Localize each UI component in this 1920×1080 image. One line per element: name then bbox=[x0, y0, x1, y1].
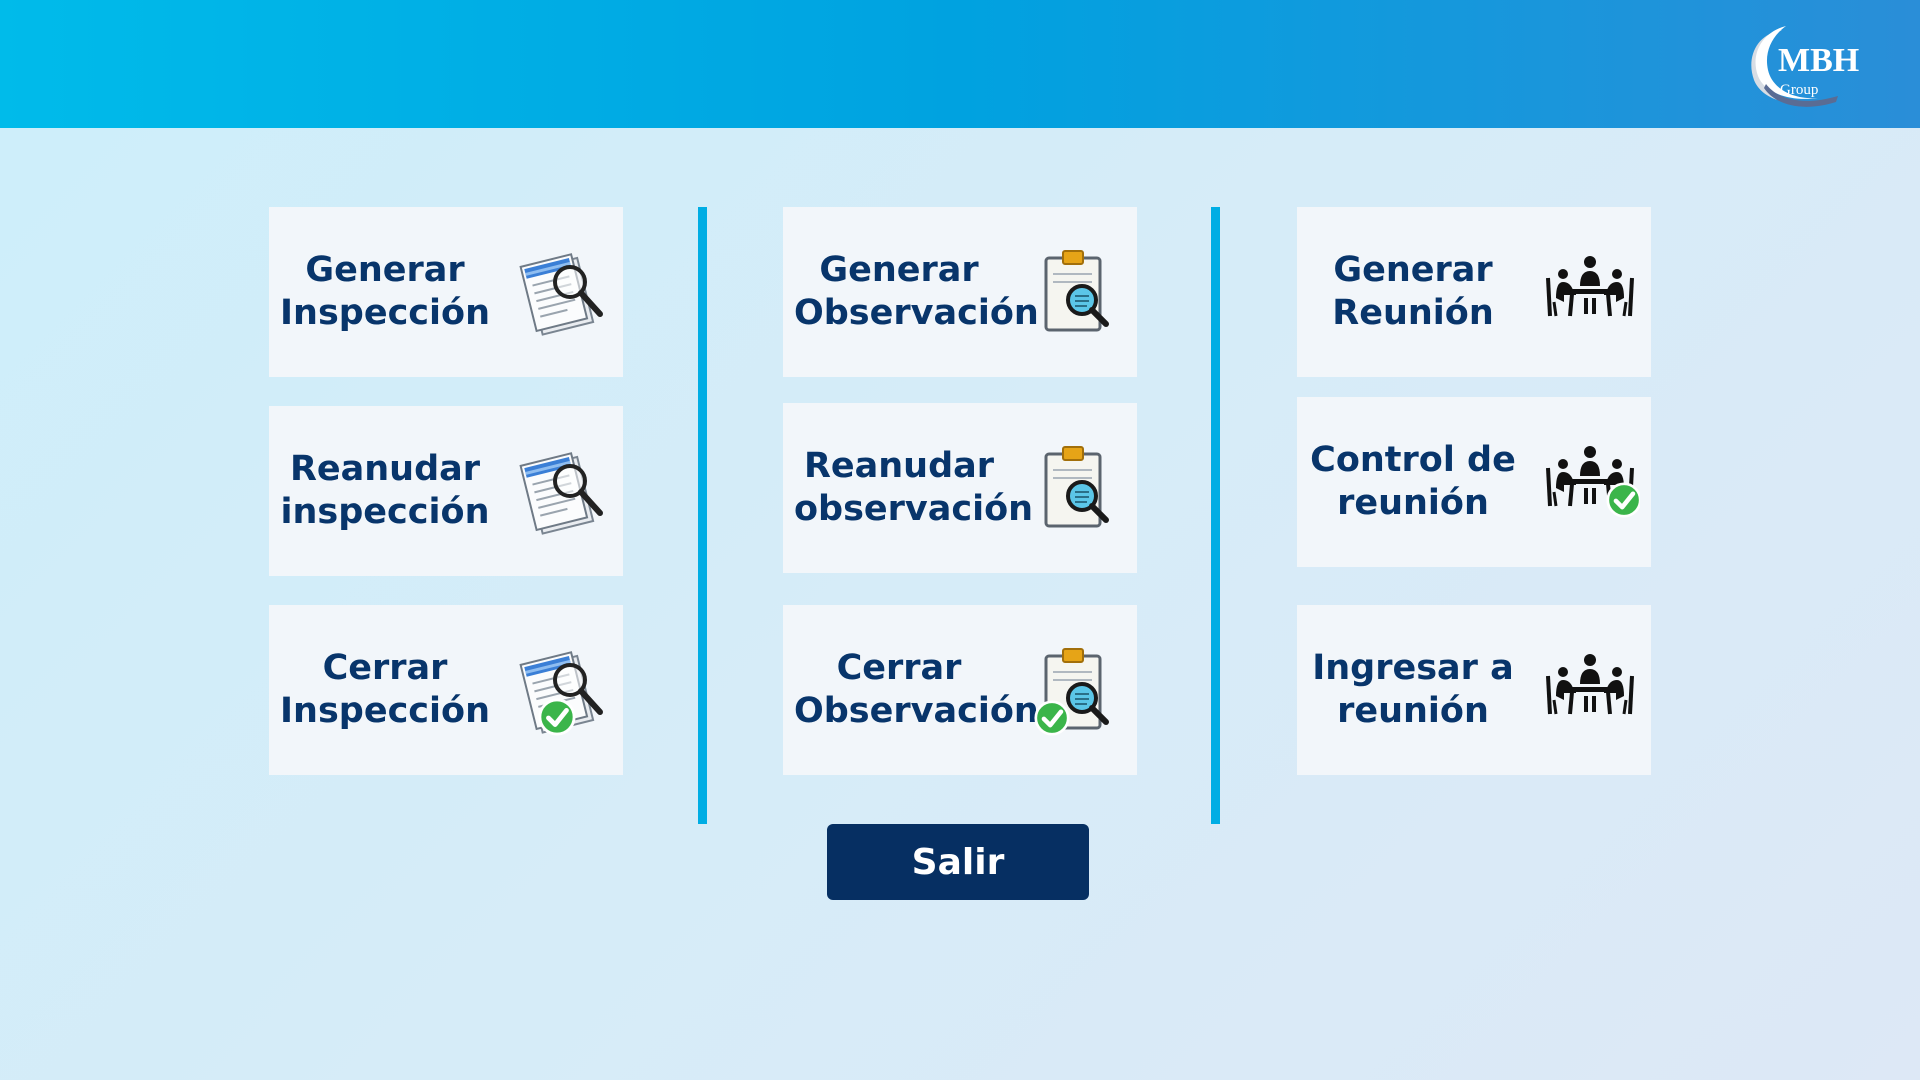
document-magnifier-icon bbox=[512, 242, 612, 342]
meeting-icon bbox=[1540, 640, 1640, 740]
header-bar: MBH Group bbox=[0, 0, 1920, 128]
control-reunion-button[interactable]: Control de reunión bbox=[1297, 397, 1651, 567]
column-divider-left bbox=[698, 207, 707, 824]
cerrar-observacion-button[interactable]: Cerrar Observación bbox=[783, 605, 1137, 775]
mbh-group-logo: MBH Group bbox=[1751, 26, 1859, 107]
control-reunion-label: Control de reunión bbox=[1310, 440, 1516, 523]
clipboard-magnifier-icon bbox=[1026, 438, 1126, 538]
ingresar-reunion-button[interactable]: Ingresar a reunión bbox=[1297, 605, 1651, 775]
document-magnifier-icon bbox=[512, 441, 612, 541]
logo-name: MBH bbox=[1778, 42, 1859, 79]
reanudar-inspeccion-label: Reanudar inspección bbox=[280, 449, 490, 532]
generar-observacion-label: Generar Observación bbox=[794, 250, 1039, 333]
ingresar-reunion-label: Ingresar a reunión bbox=[1312, 648, 1514, 731]
generar-reunion-button[interactable]: Generar Reunión bbox=[1297, 207, 1651, 377]
meeting-icon bbox=[1540, 242, 1640, 342]
cerrar-observacion-label: Cerrar Observación bbox=[794, 648, 1039, 731]
reanudar-observacion-label: Reanudar observación bbox=[794, 446, 1034, 529]
clipboard-magnifier-check-icon bbox=[1026, 640, 1126, 740]
exit-button[interactable]: Salir bbox=[827, 824, 1089, 900]
reanudar-inspeccion-button[interactable]: Reanudar inspección bbox=[269, 406, 623, 576]
generar-inspeccion-label: Generar Inspección bbox=[280, 250, 491, 333]
meeting-check-icon bbox=[1540, 432, 1640, 532]
document-magnifier-check-icon bbox=[512, 640, 612, 740]
generar-reunion-label: Generar Reunión bbox=[1332, 250, 1494, 333]
column-divider-right bbox=[1211, 207, 1220, 824]
generar-observacion-button[interactable]: Generar Observación bbox=[783, 207, 1137, 377]
cerrar-inspeccion-button[interactable]: Cerrar Inspección bbox=[269, 605, 623, 775]
clipboard-magnifier-icon bbox=[1026, 242, 1126, 342]
reanudar-observacion-button[interactable]: Reanudar observación bbox=[783, 403, 1137, 573]
cerrar-inspeccion-label: Cerrar Inspección bbox=[280, 648, 491, 731]
logo-subtitle: Group bbox=[1780, 82, 1818, 98]
generar-inspeccion-button[interactable]: Generar Inspección bbox=[269, 207, 623, 377]
